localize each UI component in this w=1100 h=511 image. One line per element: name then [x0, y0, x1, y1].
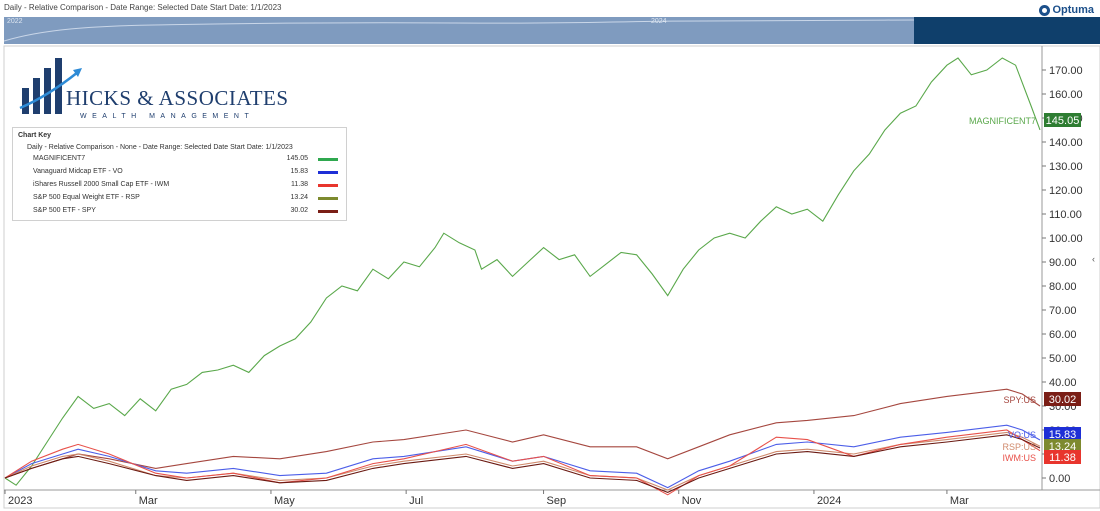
chart-key-swatch	[318, 197, 338, 200]
y-tick-label: 120.00	[1049, 185, 1083, 197]
x-tick-label: May	[274, 495, 295, 507]
series-end-label: IWM:US	[1003, 453, 1037, 463]
y-tick-label: 0.00	[1049, 473, 1070, 485]
x-tick-label: Mar	[139, 495, 158, 507]
series-end-label: MAGNIFICENT7	[969, 116, 1036, 126]
chart-key-value: 15.83	[290, 168, 308, 175]
logo-firm-name: HICKS & ASSOCIATES	[66, 86, 289, 110]
x-tick-label: Mar	[950, 495, 969, 507]
navigator-label-2024: 2024	[651, 18, 667, 25]
last-value-tag	[1044, 439, 1081, 453]
chart-key-value: 11.38	[291, 181, 308, 188]
y-tick-label: 70.00	[1049, 305, 1077, 317]
chart-key-value: 145.05	[286, 155, 308, 162]
series-end-label: RSP:US	[1002, 442, 1036, 452]
chart-key-row[interactable]: S&P 500 ETF - SPY 30.02	[33, 207, 340, 217]
plot-frame	[3, 45, 1100, 509]
navigator-label-2022: 2022	[7, 18, 23, 25]
x-tick-label: 2023	[8, 495, 32, 507]
navigator-sparkline	[4, 19, 915, 42]
brand-label: Optuma	[1052, 4, 1094, 16]
chart-key-title: Chart Key	[18, 132, 52, 139]
last-value-tag	[1044, 450, 1081, 464]
y-tick-label: 60.00	[1049, 329, 1077, 341]
y-tick-label: 40.00	[1049, 377, 1077, 389]
y-tick-label: 90.00	[1049, 257, 1077, 269]
chart-key-row[interactable]: iShares Russell 2000 Small Cap ETF - IWM…	[33, 181, 340, 191]
y-tick-label: 80.00	[1049, 281, 1077, 293]
chart-key-value: 13.24	[290, 194, 308, 201]
optuma-logo-icon	[1039, 4, 1051, 16]
chart-key-swatch	[318, 171, 338, 174]
chart-key-name: S&P 500 ETF - SPY	[33, 207, 96, 214]
x-tick-label: Sep	[547, 495, 567, 507]
x-tick-label: 2024	[817, 495, 841, 507]
y-tick-label: 170.00	[1049, 65, 1083, 77]
chart-title: Daily - Relative Comparison - Date Range…	[4, 3, 282, 12]
last-value-tag	[1044, 392, 1081, 406]
last-value-tag	[1044, 427, 1081, 441]
chart-key-row[interactable]: MAGNIFICENT7 145.05	[33, 155, 340, 165]
chart-key-panel: Chart Key Daily - Relative Comparison - …	[12, 127, 347, 221]
chart-key-name: MAGNIFICENT7	[33, 155, 86, 162]
chart-key-value: 30.02	[290, 207, 308, 214]
series-line	[4, 424, 1041, 489]
last-value-label: 30.02	[1049, 394, 1077, 406]
optuma-brand: Optuma	[1039, 4, 1094, 16]
logo-tagline: WEALTH MANAGEMENT	[80, 113, 255, 120]
series-line	[4, 431, 1041, 491]
chart-key-swatch	[318, 158, 338, 161]
last-value-tag	[1044, 113, 1081, 127]
chart-key-row[interactable]: Vanaguard Midcap ETF - VO 15.83	[33, 168, 340, 178]
y-tick-label: 140.00	[1049, 137, 1083, 149]
series-line	[4, 434, 1041, 493]
last-value-label: 145.05	[1046, 115, 1080, 127]
chart-key-name: S&P 500 Equal Weight ETF - RSP	[33, 194, 140, 201]
y-tick-label: 160.00	[1049, 89, 1083, 101]
chart-key-name: Vanaguard Midcap ETF - VO	[33, 168, 123, 175]
navigator-selection[interactable]	[914, 17, 1100, 44]
hicks-associates-logo: HICKS & ASSOCIATES WEALTH MANAGEMENT	[18, 56, 288, 120]
range-navigator[interactable]: 2022 2024	[4, 17, 1100, 44]
series-line	[4, 429, 1041, 496]
chart-key-description: Daily - Relative Comparison - None - Dat…	[27, 144, 293, 151]
collapse-panel-chevron-icon[interactable]: ‹	[1092, 254, 1095, 264]
y-tick-label: 110.00	[1049, 209, 1082, 221]
chart-key-swatch	[318, 184, 338, 187]
y-tick-label: 100.00	[1049, 233, 1083, 245]
series-line	[4, 57, 1041, 486]
logo-bars-icon	[19, 58, 82, 114]
last-value-label: 11.38	[1049, 452, 1076, 464]
series-end-label: VO:US	[1008, 430, 1036, 440]
chart-key-name: iShares Russell 2000 Small Cap ETF - IWM	[33, 181, 170, 188]
x-tick-label: Jul	[409, 495, 423, 507]
chart-key-swatch	[318, 210, 338, 213]
y-tick-label: 50.00	[1049, 353, 1077, 365]
chart-key-row[interactable]: S&P 500 Equal Weight ETF - RSP 13.24	[33, 194, 340, 204]
x-tick-label: Nov	[682, 495, 702, 507]
series-end-label: SPY:US	[1003, 395, 1036, 405]
y-tick-label: 130.00	[1049, 161, 1083, 173]
last-value-label: 15.83	[1049, 429, 1077, 441]
